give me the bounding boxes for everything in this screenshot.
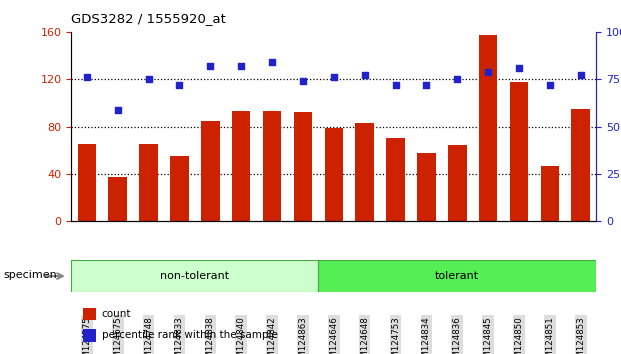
Bar [139, 144, 158, 221]
Text: specimen: specimen [3, 270, 57, 280]
Bar [541, 166, 559, 221]
Text: GSM124675: GSM124675 [113, 316, 122, 354]
Bar [325, 128, 343, 221]
Point [545, 82, 555, 88]
Bar [319, 260, 596, 292]
Point [267, 59, 277, 65]
Point [175, 82, 184, 88]
Bar [479, 35, 497, 221]
Point [452, 76, 462, 82]
Text: GSM124648: GSM124648 [360, 316, 369, 354]
Text: GDS3282 / 1555920_at: GDS3282 / 1555920_at [71, 12, 226, 25]
Point [483, 69, 493, 74]
Text: GSM124840: GSM124840 [237, 316, 246, 354]
Text: GSM124851: GSM124851 [545, 316, 555, 354]
Point [422, 82, 432, 88]
Text: GSM124838: GSM124838 [206, 316, 215, 354]
Bar [294, 112, 312, 221]
Bar [263, 111, 281, 221]
Point [298, 78, 308, 84]
Text: GSM124863: GSM124863 [299, 316, 307, 354]
Text: GSM124833: GSM124833 [175, 316, 184, 354]
Point [143, 76, 153, 82]
Point [329, 74, 339, 80]
Bar [510, 81, 528, 221]
Text: GSM124575: GSM124575 [83, 316, 91, 354]
Bar [448, 145, 466, 221]
Bar [386, 138, 405, 221]
Bar [571, 109, 590, 221]
Text: tolerant: tolerant [435, 271, 479, 281]
Point [391, 82, 401, 88]
Text: GSM124853: GSM124853 [576, 316, 585, 354]
Text: GSM124748: GSM124748 [144, 316, 153, 354]
Bar [355, 123, 374, 221]
Point [360, 73, 369, 78]
Bar [232, 111, 250, 221]
Point [576, 73, 586, 78]
Point [236, 63, 246, 69]
Text: GSM124850: GSM124850 [514, 316, 524, 354]
Text: GSM124845: GSM124845 [484, 316, 492, 354]
Text: non-tolerant: non-tolerant [160, 271, 229, 281]
Bar [109, 177, 127, 221]
Text: GSM124834: GSM124834 [422, 316, 431, 354]
Point [113, 107, 123, 112]
Bar [201, 121, 220, 221]
Bar [78, 144, 96, 221]
Point [514, 65, 524, 71]
Point [82, 74, 92, 80]
Bar [83, 329, 96, 342]
Text: GSM124646: GSM124646 [329, 316, 338, 354]
Bar [170, 156, 189, 221]
Text: percentile rank within the sample: percentile rank within the sample [102, 330, 278, 340]
Text: count: count [102, 309, 131, 319]
Point [206, 63, 215, 69]
Text: GSM124842: GSM124842 [268, 316, 276, 354]
Text: GSM124836: GSM124836 [453, 316, 462, 354]
Bar [417, 153, 436, 221]
Bar [71, 260, 319, 292]
Bar [83, 308, 96, 320]
Text: GSM124753: GSM124753 [391, 316, 400, 354]
